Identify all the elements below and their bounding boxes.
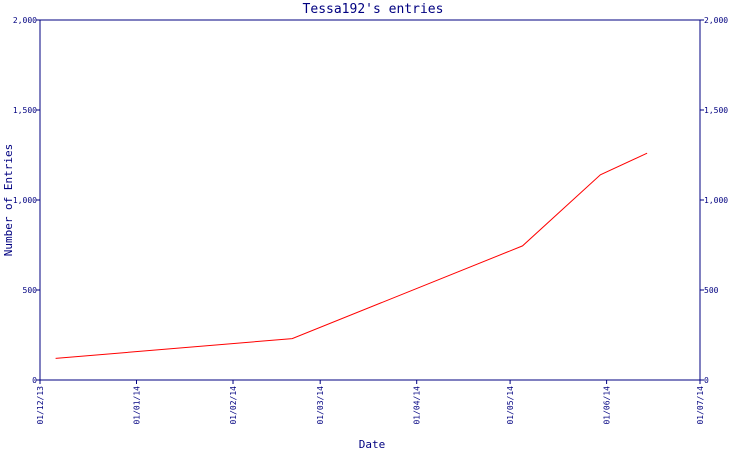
y-tick-label-right: 1,000 xyxy=(704,196,728,205)
chart-title: Tessa192's entries xyxy=(303,2,444,17)
plot-area-frame xyxy=(39,19,701,381)
y-axis-left: 0 500 1,000 1,500 2,000 xyxy=(13,16,40,385)
x-tick-label: 01/04/14 xyxy=(413,386,422,425)
y-tick-label-left: 2,000 xyxy=(13,16,37,25)
x-tick-label: 01/07/14 xyxy=(696,386,705,425)
x-tick-label: 01/01/14 xyxy=(133,386,142,425)
y-tick-label-right: 0 xyxy=(704,376,709,385)
x-tick-label: 01/02/14 xyxy=(229,386,238,425)
x-tick-label: 01/05/14 xyxy=(506,386,515,425)
y-axis-right: 0 500 1,000 1,500 2,000 xyxy=(700,16,728,385)
x-axis-label: Date xyxy=(359,438,386,450)
y-tick-label-right: 2,000 xyxy=(704,16,728,25)
y-axis-label: Number of Entries xyxy=(2,144,15,257)
x-axis: 01/12/13 01/01/14 01/02/14 01/03/14 01/04/14… xyxy=(36,380,705,425)
y-tick-label-left: 0 xyxy=(32,376,37,385)
y-tick-label-right: 1,500 xyxy=(704,106,728,115)
y-tick-label-left: 1,000 xyxy=(13,196,37,205)
x-tick-label: 01/03/14 xyxy=(316,386,325,425)
series-line xyxy=(55,152,648,359)
y-tick-label-left: 1,500 xyxy=(13,106,37,115)
y-tick-label-left: 500 xyxy=(23,286,38,295)
x-tick-label: 01/06/14 xyxy=(603,386,612,425)
x-tick-label: 01/12/13 xyxy=(36,386,45,425)
y-tick-label-right: 500 xyxy=(704,286,719,295)
